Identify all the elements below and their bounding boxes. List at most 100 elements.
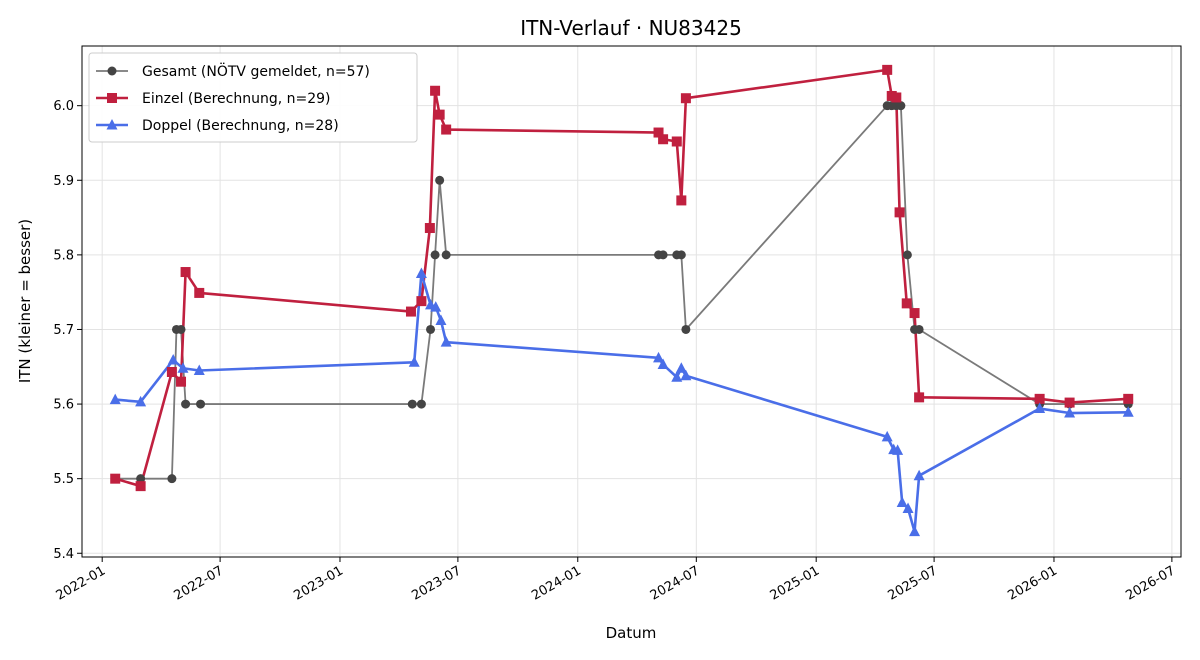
data-point-0 (426, 324, 436, 334)
legend-marker-1 (107, 93, 117, 103)
legend-label-2: Doppel (Berechnung, n=28) (142, 118, 339, 134)
data-point-1 (1034, 393, 1045, 404)
data-point-1 (909, 308, 920, 319)
data-point-1 (110, 473, 121, 484)
data-point-0 (136, 474, 146, 484)
x-axis-ticks: 2022-01 2022-07 2023-01 2023-07 2024-01 2024-… (54, 557, 1178, 604)
data-point-1 (894, 207, 905, 218)
legend-label-0: Gesamt (NÖTV gemeldet, n=57) (142, 62, 370, 80)
data-point-2 (435, 314, 447, 326)
data-point-1 (194, 287, 205, 298)
data-point-1 (671, 136, 682, 147)
data-point-0 (196, 399, 206, 409)
data-point-2 (892, 444, 904, 455)
data-point-0 (896, 101, 906, 111)
data-point-1 (135, 481, 146, 492)
y-axis-ticks: 5.4 5.5 5.6 5.7 5.8 5.9 6.0 (53, 99, 82, 562)
data-point-0 (430, 250, 440, 260)
data-point-1 (676, 195, 687, 206)
data-point-0 (676, 250, 686, 260)
data-point-2 (1122, 406, 1134, 417)
data-point-1 (1123, 393, 1134, 404)
data-point-1 (680, 93, 691, 104)
legend: Gesamt (NÖTV gemeldet, n=57) Einzel (Bere… (88, 52, 418, 143)
x-tick-label: 2025-01 (768, 563, 823, 603)
data-point-2 (167, 354, 179, 365)
data-point-2 (193, 364, 205, 376)
x-tick-label: 2022-07 (172, 563, 227, 603)
series-points-2 (109, 267, 1134, 537)
y-tick-label: 5.5 (53, 472, 74, 487)
data-point-0 (416, 399, 426, 409)
data-point-0 (176, 324, 186, 334)
data-point-2 (430, 301, 442, 312)
chart-title: ITN-Verlauf · NU83425 (520, 16, 742, 40)
data-point-2 (680, 369, 692, 381)
data-point-2 (881, 430, 893, 442)
data-point-2 (408, 356, 420, 367)
x-tick-label: 2026-01 (1005, 563, 1060, 603)
data-point-1 (882, 64, 893, 75)
data-point-2 (913, 469, 925, 481)
data-point-1 (901, 298, 912, 309)
data-point-2 (671, 371, 683, 382)
data-point-0 (658, 250, 668, 260)
x-tick-label: 2024-07 (648, 563, 703, 603)
x-axis-label: Datum (606, 624, 657, 642)
data-point-0 (181, 399, 191, 409)
data-point-2 (675, 362, 687, 373)
x-tick-label: 2022-01 (54, 563, 109, 603)
series-markers (109, 64, 1134, 537)
data-point-2 (1034, 402, 1046, 414)
data-point-0 (902, 250, 912, 260)
data-point-1 (653, 127, 664, 138)
data-point-0 (435, 175, 445, 185)
x-tick-label: 2026-07 (1123, 563, 1178, 603)
x-tick-label: 2025-07 (886, 563, 941, 603)
series-points-0 (110, 101, 1133, 484)
data-point-2 (440, 336, 452, 347)
data-point-0 (914, 324, 924, 334)
data-point-1 (416, 296, 427, 307)
x-tick-label: 2023-07 (409, 563, 464, 603)
data-point-2 (909, 525, 921, 537)
data-point-1 (424, 223, 435, 234)
grid (82, 46, 1181, 557)
y-axis-label: ITN (kleiner = besser) (16, 219, 34, 383)
y-tick-label: 5.8 (53, 248, 74, 263)
x-tick-label: 2023-01 (291, 563, 346, 603)
series-line-0 (115, 104, 1129, 480)
data-point-2 (896, 496, 908, 508)
data-point-2 (177, 362, 189, 373)
y-tick-label: 5.7 (53, 323, 74, 338)
data-point-0 (167, 474, 177, 484)
data-point-2 (135, 395, 147, 407)
data-point-1 (180, 267, 191, 278)
data-point-2 (653, 351, 665, 363)
data-point-1 (434, 109, 445, 120)
data-point-1 (914, 392, 925, 403)
data-point-1 (441, 124, 452, 135)
series-line-2 (115, 272, 1129, 533)
data-point-1 (405, 306, 416, 317)
data-point-1 (166, 366, 177, 377)
data-point-2 (1064, 407, 1076, 418)
data-point-1 (430, 85, 441, 96)
data-point-0 (407, 399, 417, 409)
legend-marker-2 (106, 119, 118, 130)
y-tick-label: 5.4 (53, 547, 74, 562)
data-point-1 (176, 376, 187, 387)
legend-marker-0 (107, 66, 117, 76)
y-tick-label: 6.0 (53, 99, 74, 114)
data-point-0 (441, 250, 451, 260)
data-point-1 (1064, 397, 1075, 408)
data-point-2 (415, 267, 427, 279)
data-point-0 (681, 324, 691, 334)
data-point-2 (109, 393, 121, 405)
y-tick-label: 5.6 (53, 398, 74, 413)
x-tick-label: 2024-01 (529, 563, 584, 603)
data-point-1 (658, 134, 669, 145)
data-point-2 (902, 502, 914, 514)
series-points-1 (110, 64, 1134, 492)
